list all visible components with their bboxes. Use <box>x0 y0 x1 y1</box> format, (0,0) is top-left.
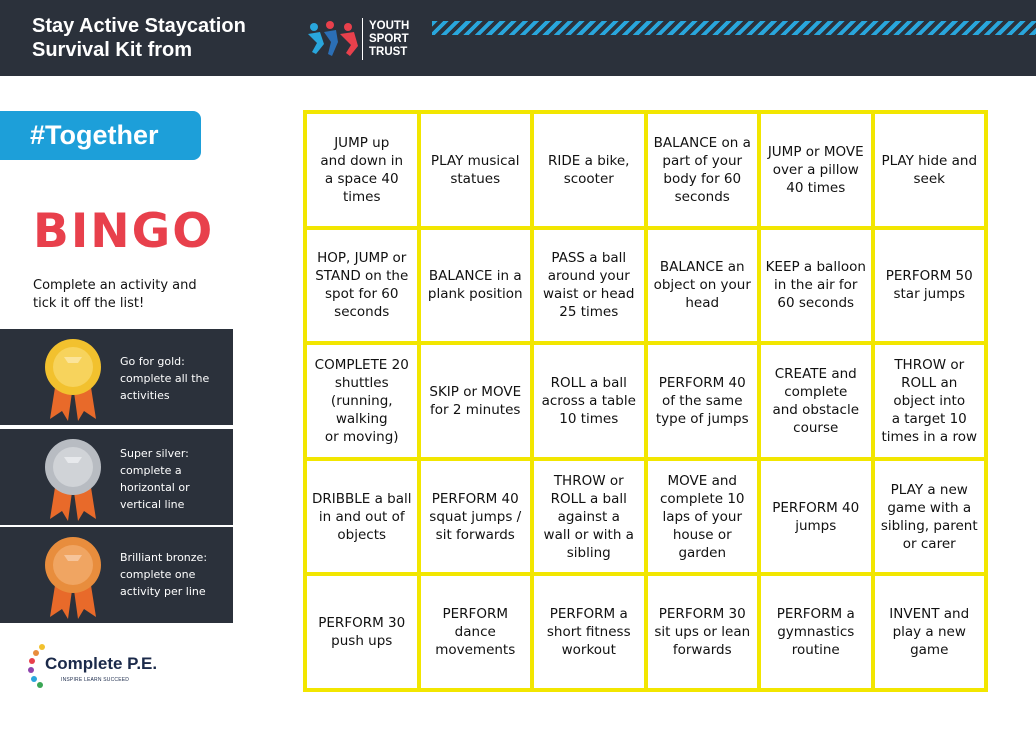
bingo-cell-text: PLAY a new game with a sibling, parent o… <box>880 481 978 552</box>
bingo-cell[interactable]: PERFORM 40 jumps <box>761 460 871 573</box>
bingo-cell[interactable]: DRIBBLE a ball in and out of objects <box>307 460 417 573</box>
bingo-cell[interactable]: PERFORM 50 star jumps <box>874 229 984 342</box>
gold-medal-icon <box>45 339 101 421</box>
bingo-cell[interactable]: PERFORM a short fitness workout <box>534 576 644 688</box>
bingo-cell-text: JUMP up and down in a space 40 times <box>320 134 404 205</box>
bingo-cell[interactable]: SKIP or MOVE for 2 minutes <box>420 345 530 457</box>
bingo-cell-text: THROW or ROLL a ball against a wall or w… <box>543 472 634 561</box>
header-bar: Stay Active Staycation Survival Kit from… <box>0 0 1036 76</box>
bingo-cell[interactable]: PERFORM a gymnastics routine <box>761 576 871 688</box>
bingo-cell[interactable]: RIDE a bike, scooter <box>534 114 644 226</box>
bingo-cell-text: PASS a ball around your waist or head 25… <box>543 250 635 321</box>
bingo-cell-text: KEEP a balloon in the air for 60 seconds <box>765 259 866 312</box>
bingo-cell-text: BALANCE on a part of your body for 60 se… <box>653 134 751 205</box>
bingo-cell[interactable]: PERFORM 30 sit ups or lean forwards <box>647 576 757 688</box>
silver-medal-text: Super silver: complete a horizontal or v… <box>120 447 190 511</box>
bingo-cell-text: PERFORM 30 sit ups or lean forwards <box>654 606 751 659</box>
bingo-cell-text: SKIP or MOVE for 2 minutes <box>429 383 522 418</box>
bingo-cell[interactable]: INVENT and play a new game <box>874 576 984 688</box>
silver-medal-panel: Super silver: complete a horizontal or v… <box>0 429 233 525</box>
bingo-cell-text: HOP, JUMP or STAND on the spot for 60 se… <box>315 250 409 321</box>
bingo-cell-text: COMPLETE 20 shuttles (running, walking o… <box>314 356 409 445</box>
bingo-cell-text: PERFORM 40 jumps <box>772 499 860 534</box>
bingo-cell[interactable]: PLAY a new game with a sibling, parent o… <box>874 460 984 573</box>
bingo-cell-text: BALANCE in a plank position <box>427 268 523 303</box>
bingo-cell[interactable]: PASS a ball around your waist or head 25… <box>534 229 644 342</box>
bingo-cell[interactable]: PERFORM 30 push ups <box>307 576 417 688</box>
bingo-cell[interactable]: THROW or ROLL a ball against a wall or w… <box>534 460 644 573</box>
bingo-cell-text: PERFORM a short fitness workout <box>546 606 631 659</box>
bingo-cell-text: MOVE and complete 10 laps of your house … <box>659 472 745 561</box>
bingo-cell[interactable]: PERFORM 40 squat jumps / sit forwards <box>420 460 530 573</box>
bingo-cell-text: PLAY hide and seek <box>881 152 978 187</box>
together-tag: #Together <box>0 111 201 160</box>
bingo-cell[interactable]: BALANCE on a part of your body for 60 se… <box>647 114 757 226</box>
decorative-stripes <box>432 21 1036 35</box>
bingo-cell-text: PERFORM 30 push ups <box>318 615 406 650</box>
bingo-cell[interactable]: THROW or ROLL an object into a target 10… <box>874 345 984 457</box>
logo-divider <box>362 18 363 60</box>
bingo-cell[interactable]: PLAY hide and seek <box>874 114 984 226</box>
bingo-cell-text: DRIBBLE a ball in and out of objects <box>311 490 412 543</box>
bingo-cell[interactable]: HOP, JUMP or STAND on the spot for 60 se… <box>307 229 417 342</box>
bingo-cell[interactable]: MOVE and complete 10 laps of your house … <box>647 460 757 573</box>
bingo-cell[interactable]: BALANCE an object on your head <box>647 229 757 342</box>
bingo-cell[interactable]: JUMP up and down in a space 40 times <box>307 114 417 226</box>
bingo-cell[interactable]: KEEP a balloon in the air for 60 seconds <box>761 229 871 342</box>
bingo-cell-text: JUMP or MOVE over a pillow 40 times <box>767 143 864 196</box>
bingo-cell-text: RIDE a bike, scooter <box>548 152 630 187</box>
gold-medal-panel: Go for gold: complete all the activities <box>0 329 233 425</box>
youth-sport-trust-wordmark: YOUTH SPORT TRUST <box>369 20 410 58</box>
complete-pe-logo-icon <box>28 644 45 688</box>
bingo-cell-text: ROLL a ball across a table 10 times <box>541 374 636 427</box>
bingo-cell[interactable]: PERFORM dance movements <box>420 576 530 688</box>
bingo-cell-text: PERFORM 40 squat jumps / sit forwards <box>429 490 522 543</box>
bingo-cell[interactable]: ROLL a ball across a table 10 times <box>534 345 644 457</box>
bingo-grid: JUMP up and down in a space 40 times PLA… <box>303 110 988 692</box>
together-label: #Together <box>30 120 159 150</box>
youth-sport-trust-logo-icon <box>308 21 358 56</box>
bingo-cell[interactable]: JUMP or MOVE over a pillow 40 times <box>761 114 871 226</box>
page-title: Stay Active Staycation Survival Kit from <box>32 15 246 61</box>
bingo-cell-text: BALANCE an object on your head <box>653 259 751 312</box>
bingo-cell-text: PERFORM 40 of the same type of jumps <box>655 374 749 427</box>
bingo-cell[interactable]: CREATE and complete and obstacle course <box>761 345 871 457</box>
bingo-cell-text: PERFORM dance movements <box>435 606 516 659</box>
silver-medal-icon <box>45 439 101 521</box>
bronze-medal-panel: Brilliant bronze: complete one activity … <box>0 527 233 623</box>
bingo-cell[interactable]: BALANCE in a plank position <box>420 229 530 342</box>
bingo-cell[interactable]: COMPLETE 20 shuttles (running, walking o… <box>307 345 417 457</box>
bingo-cell[interactable]: PLAY musical statues <box>420 114 530 226</box>
bingo-cell-text: CREATE and complete and obstacle course <box>772 365 860 436</box>
complete-pe-tagline: INSPIRE LEARN SUCCEED <box>61 677 130 683</box>
bingo-cell-text: INVENT and play a new game <box>889 606 970 659</box>
bronze-medal-icon <box>45 537 101 619</box>
bingo-cell-text: PLAY musical statues <box>430 152 520 187</box>
bingo-cell[interactable]: PERFORM 40 of the same type of jumps <box>647 345 757 457</box>
bingo-heading: BINGO <box>33 204 215 259</box>
bingo-cell-text: PERFORM a gymnastics routine <box>776 606 855 659</box>
complete-pe-logo: Complete P.E. <box>45 654 158 673</box>
bingo-cell-text: PERFORM 50 star jumps <box>885 268 973 303</box>
instruction-text: Complete an activity and tick it off the… <box>33 278 197 311</box>
gold-medal-text: Go for gold: complete all the activities <box>120 355 210 402</box>
bingo-cell-text: THROW or ROLL an object into a target 10… <box>881 356 978 445</box>
bronze-medal-text: Brilliant bronze: complete one activity … <box>120 551 208 598</box>
